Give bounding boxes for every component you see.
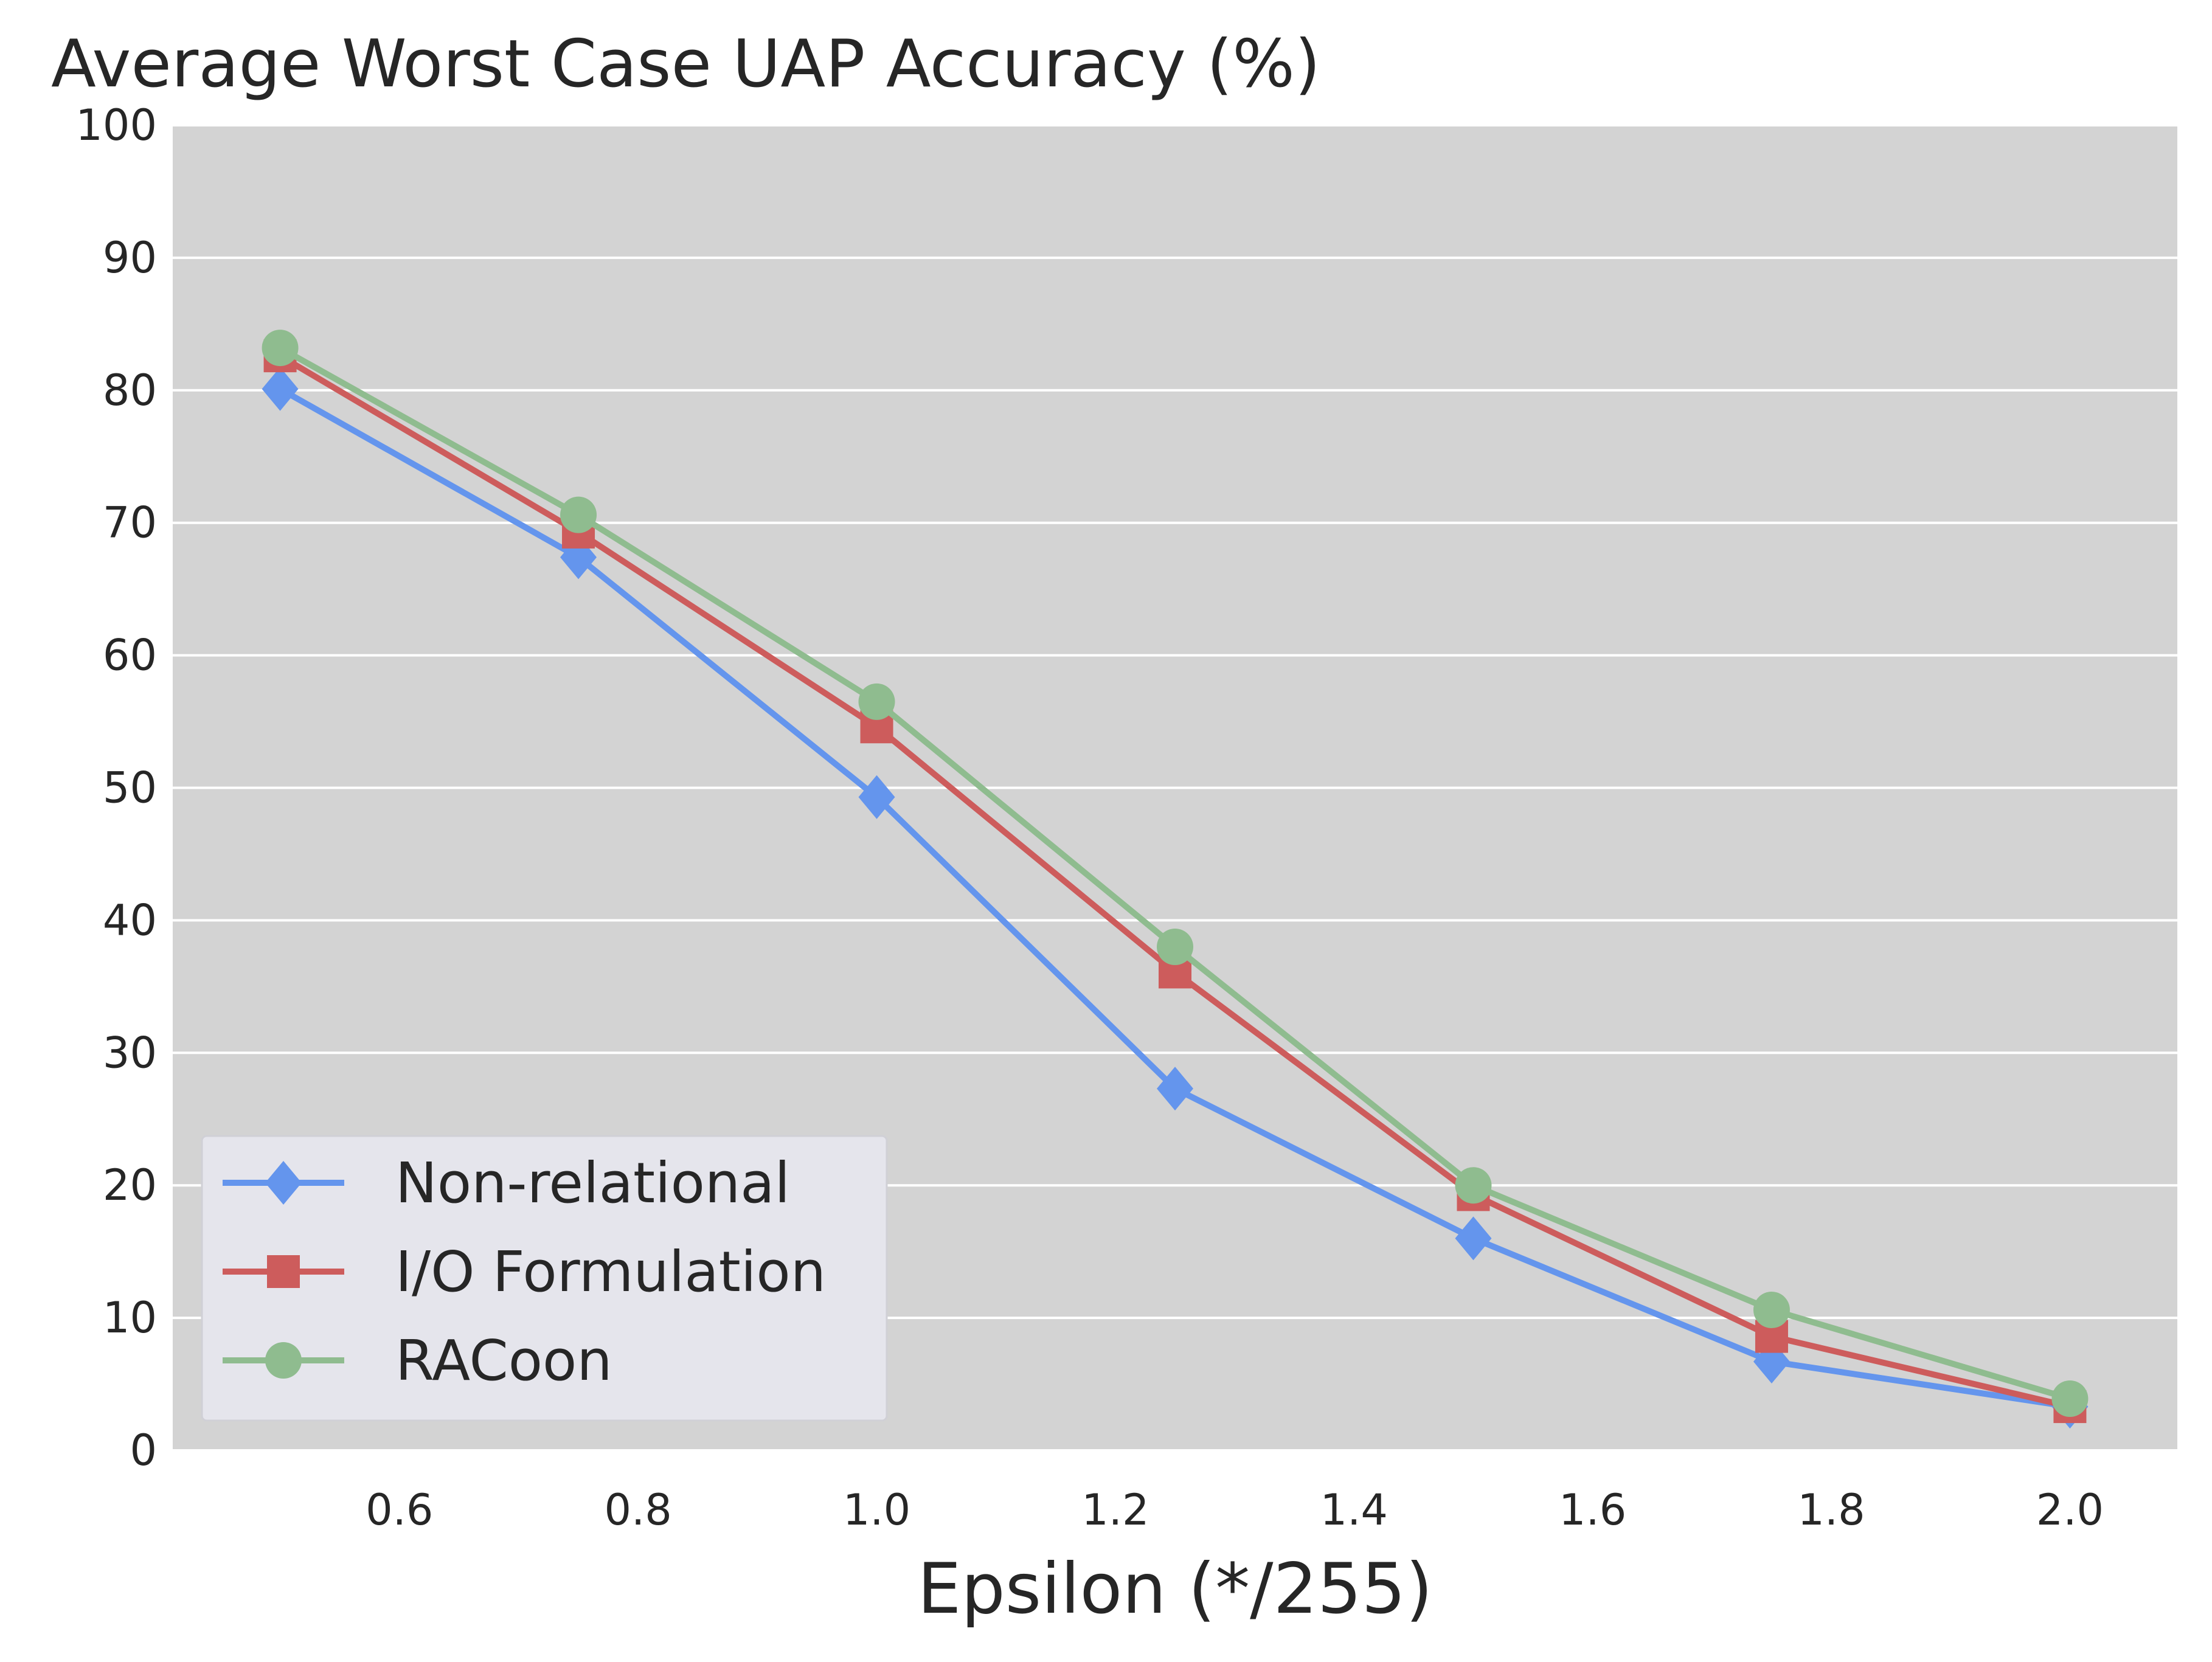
x-tick-label: 0.6 [366, 1485, 433, 1535]
x-tick-label: 1.8 [1797, 1485, 1865, 1535]
y-tick-label: 80 [103, 365, 157, 415]
x-tick-label: 0.8 [604, 1485, 671, 1535]
legend-entry: RACoon [223, 1328, 612, 1393]
y-tick-label: 70 [103, 498, 157, 548]
y-tick-label: 10 [103, 1293, 157, 1343]
legend-box [201, 1135, 888, 1422]
x-tick-label: 1.6 [1559, 1485, 1626, 1535]
data-point [262, 367, 299, 411]
data-point [1455, 1167, 1492, 1204]
x-tick-label: 1.4 [1320, 1485, 1388, 1535]
x-tick-label: 1.0 [843, 1485, 910, 1535]
series-2 [262, 330, 2089, 1418]
legend-entry: Non-relational [223, 1151, 790, 1216]
data-point [858, 683, 895, 720]
y-tick-label: 60 [103, 631, 157, 680]
data-point [858, 775, 895, 819]
x-axis-ticks: 0.6 0.8 1.0 1.2 1.4 1.6 1.8 2.0 [366, 1485, 2104, 1535]
data-point [560, 496, 597, 533]
y-tick-label: 20 [103, 1160, 157, 1210]
data-point [1753, 1292, 1790, 1329]
legend: Non-relational I/O Formulation RACoon [201, 1135, 888, 1422]
data-point [1157, 1067, 1193, 1111]
legend-label: Non-relational [395, 1151, 790, 1216]
data-point [1157, 928, 1193, 965]
data-point [262, 330, 299, 367]
data-point [2051, 1380, 2089, 1418]
legend-entry: I/O Formulation [223, 1239, 826, 1304]
gridlines [173, 124, 2177, 1452]
y-tick-label: 30 [103, 1028, 157, 1078]
y-tick-label: 0 [130, 1425, 157, 1475]
y-tick-label: 90 [103, 233, 157, 283]
legend-marker [265, 1161, 302, 1205]
y-tick-label: 50 [103, 763, 157, 813]
x-tick-label: 2.0 [2036, 1485, 2104, 1535]
y-axis-ticks: 0 10 20 30 40 50 60 70 80 90 100 [75, 100, 157, 1475]
legend-marker [265, 1342, 302, 1379]
chart-title: Average Worst Case UAP Accuracy (%) [51, 26, 1320, 102]
series-layer [262, 330, 2089, 1429]
x-axis-label: Epsilon (*/255) [917, 1548, 1432, 1629]
legend-label: RACoon [395, 1328, 612, 1393]
y-tick-label: 100 [75, 100, 157, 150]
data-point [1455, 1216, 1492, 1261]
legend-marker [267, 1255, 300, 1288]
legend-label: I/O Formulation [395, 1239, 826, 1304]
x-tick-label: 1.2 [1081, 1485, 1149, 1535]
y-tick-label: 40 [103, 895, 157, 945]
